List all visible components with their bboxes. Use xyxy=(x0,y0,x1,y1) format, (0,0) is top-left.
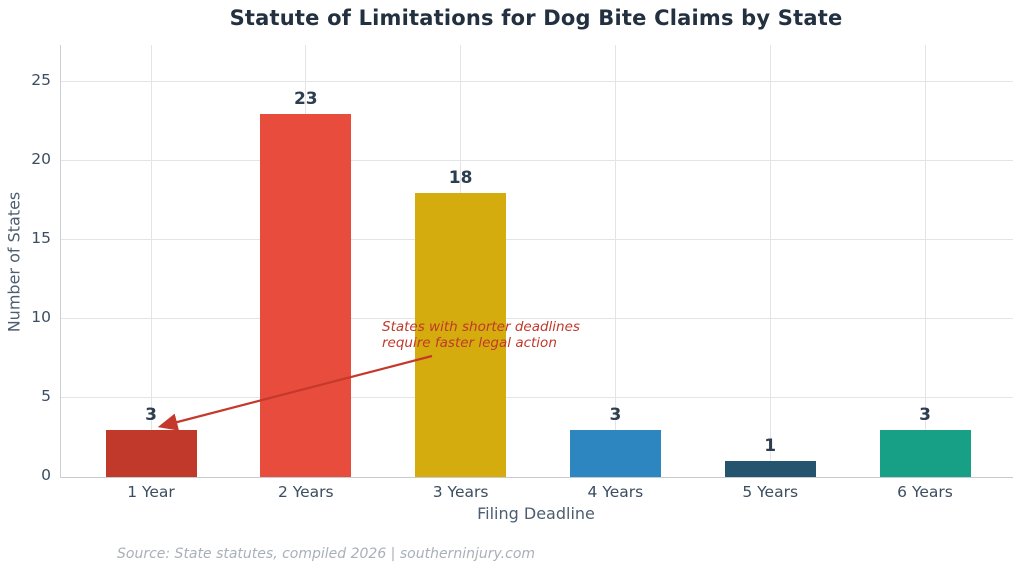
h-gridline xyxy=(61,318,1013,319)
h-gridline xyxy=(61,397,1013,398)
bar-1-year xyxy=(105,429,197,477)
bar-value-label: 23 xyxy=(293,88,318,109)
bar-2-years xyxy=(260,113,352,477)
bar-5-years xyxy=(724,461,816,477)
chart-title: Statute of Limitations for Dog Bite Clai… xyxy=(229,6,843,30)
v-gridline xyxy=(924,45,926,477)
source-attribution: Source: State statutes, compiled 2026 | … xyxy=(117,546,536,562)
x-tick-label: 2 Years xyxy=(277,483,334,501)
bar-4-years xyxy=(569,429,661,477)
v-gridline xyxy=(614,45,616,477)
y-tick-label: 20 xyxy=(31,150,51,168)
x-tick-label: 1 Year xyxy=(127,483,175,501)
x-axis-label: Filing Deadline xyxy=(477,504,595,523)
bar-6-years xyxy=(879,429,971,477)
x-tick-label: 5 Years xyxy=(742,483,799,501)
bar-value-label: 3 xyxy=(919,404,931,425)
v-gridline xyxy=(769,45,771,477)
bar-3-years xyxy=(415,192,507,477)
bar-value-label: 3 xyxy=(145,404,157,425)
y-tick-label: 10 xyxy=(31,308,51,326)
bar-value-label: 1 xyxy=(764,436,777,457)
y-tick-label: 15 xyxy=(31,229,51,247)
y-tick-label: 25 xyxy=(31,71,51,89)
bar-value-label: 18 xyxy=(448,167,473,188)
h-gridline xyxy=(61,81,1013,82)
y-tick-label: 0 xyxy=(41,466,51,484)
x-tick-label: 4 Years xyxy=(587,483,644,501)
h-gridline xyxy=(61,239,1013,240)
x-tick-label: 6 Years xyxy=(897,483,953,501)
chart-annotation: States with shorter deadlines require fa… xyxy=(382,319,580,351)
plot-area: 0 5 10 15 20 25 3 1 Year 23 2 Years 18 3 Years 3 4 Ye… xyxy=(31,45,1013,501)
annotation-line-1: States with shorter deadlines xyxy=(382,319,580,335)
y-tick-label: 5 xyxy=(41,387,51,405)
h-gridline xyxy=(61,160,1013,161)
x-tick-label: 3 Years xyxy=(432,483,489,501)
bar-value-label: 3 xyxy=(609,404,622,425)
annotation-line-2: require faster legal action xyxy=(382,334,557,351)
v-gridline xyxy=(150,45,152,477)
